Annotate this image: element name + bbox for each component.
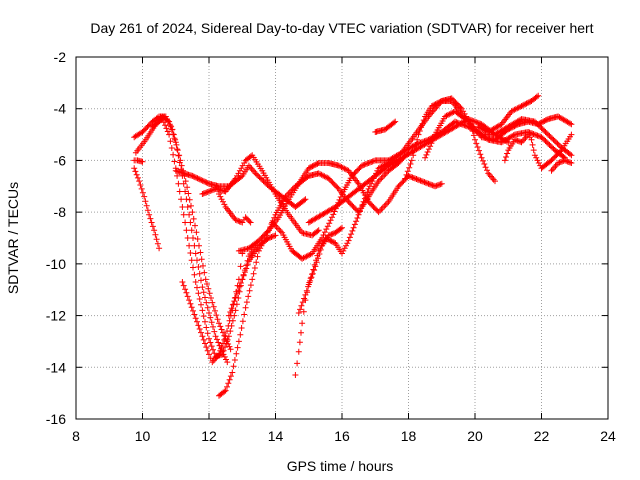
data-markers (372, 118, 399, 135)
data-markers (501, 131, 575, 172)
series-arc-2 (132, 113, 231, 366)
data-markers (131, 113, 234, 353)
data-markers (548, 157, 575, 174)
y-axis-ticks: -16 -14 -12 -10 -8 -6 -4 -2 (46, 49, 608, 427)
x-axis-ticks: 8 10 12 14 16 18 20 22 24 (72, 57, 616, 444)
data-markers (475, 92, 542, 135)
x-tick-label: 24 (600, 428, 616, 444)
y-tick-label: -10 (46, 256, 66, 272)
series-arc-6 (179, 250, 246, 366)
series-arc-13 (269, 116, 575, 262)
x-tick-label: 14 (268, 428, 284, 444)
data-markers (402, 95, 498, 185)
data-markers (216, 191, 254, 226)
x-tick-label: 18 (401, 428, 417, 444)
y-tick-label: -14 (46, 359, 66, 375)
series-arc-21 (501, 131, 575, 172)
data-markers (422, 108, 575, 161)
series-arc-17 (402, 95, 498, 185)
data-markers (179, 250, 246, 366)
data-markers (131, 157, 146, 165)
data-markers (199, 152, 322, 239)
x-axis-label: GPS time / hours (287, 458, 394, 474)
x-tick-label: 10 (135, 428, 151, 444)
x-tick-label: 16 (334, 428, 350, 444)
series-arc-19 (422, 108, 575, 161)
x-tick-label: 12 (201, 428, 217, 444)
data-markers (269, 116, 575, 262)
data-markers (149, 116, 259, 360)
y-tick-label: -12 (46, 308, 66, 324)
y-tick-label: -2 (54, 49, 67, 65)
chart-title: Day 261 of 2024, Sidereal Day-to-day VTE… (90, 20, 593, 36)
y-tick-label: -16 (46, 411, 66, 427)
data-series (131, 92, 575, 399)
x-tick-label: 20 (467, 428, 483, 444)
y-tick-label: -6 (54, 152, 67, 168)
series-arc-4 (131, 157, 146, 165)
series-arc-5 (149, 116, 259, 360)
y-axis-label: SDTVAR / TECUs (5, 182, 21, 294)
series-arc-3 (131, 165, 163, 252)
x-tick-label: 8 (72, 428, 80, 444)
data-markers (132, 113, 231, 366)
series-arc-22 (548, 157, 575, 174)
series-arc-1 (131, 113, 234, 353)
series-arc-18 (372, 118, 399, 135)
y-tick-label: -4 (54, 101, 67, 117)
x-tick-label: 22 (534, 428, 550, 444)
y-tick-label: -8 (54, 204, 67, 220)
grid-lines (76, 57, 608, 419)
series-arc-20 (475, 92, 542, 135)
series-arc-9 (216, 191, 254, 226)
series-arc-8 (199, 152, 322, 239)
data-markers (131, 165, 163, 252)
